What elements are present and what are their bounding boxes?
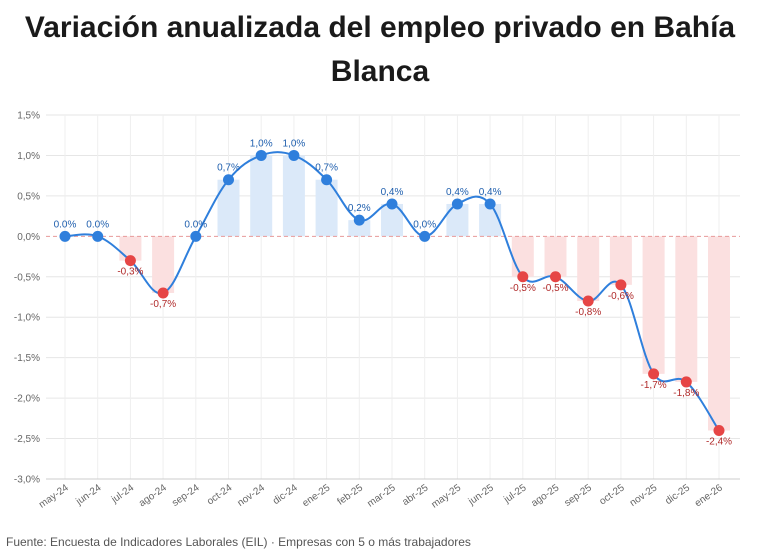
y-tick-label: 1,0% — [17, 151, 40, 162]
bar — [708, 236, 730, 431]
x-tick-label: dic-25 — [663, 482, 692, 507]
data-label: 0,7% — [315, 163, 338, 174]
x-tick-label: sep-24 — [170, 482, 202, 509]
data-point — [288, 149, 300, 161]
x-tick-label: sep-25 — [563, 482, 595, 509]
data-point — [321, 174, 333, 186]
data-point — [484, 198, 496, 210]
data-point — [550, 271, 561, 283]
chart-title: Variación anualizada del empleo privado … — [24, 11, 736, 88]
data-label: 0,4% — [479, 187, 502, 198]
data-label: 0,0% — [413, 219, 436, 230]
bar — [511, 236, 534, 277]
data-label: -1,8% — [673, 388, 699, 399]
x-tick-label: abr-25 — [400, 482, 430, 508]
data-point — [223, 174, 234, 186]
x-tick-label: ago-25 — [529, 482, 561, 509]
bar — [381, 203, 403, 237]
data-label: 0.0% — [54, 219, 77, 230]
x-tick-label: jun-25 — [466, 482, 496, 508]
bar — [315, 179, 338, 237]
data-point — [124, 255, 136, 267]
bar — [675, 236, 698, 382]
y-tick-label: -0,5% — [14, 272, 40, 283]
data-point — [59, 230, 71, 242]
data-label: 0,7% — [217, 163, 240, 174]
x-tick-label: mar-25 — [365, 482, 398, 509]
x-tick-label: jul-24 — [109, 482, 137, 506]
x-tick-label: ene-26 — [693, 482, 725, 509]
source-footer: Fuente: Encuesta de Indicadores Laborale… — [6, 535, 471, 549]
x-tick-label: ago-24 — [137, 482, 169, 509]
data-label: -0,8% — [575, 307, 601, 318]
bar — [348, 220, 371, 237]
x-tick-label: nov-25 — [628, 482, 660, 509]
data-label: -0,5% — [542, 283, 568, 294]
x-tick-label: may-25 — [429, 482, 463, 510]
data-label: -0,7% — [150, 299, 176, 310]
data-point — [713, 424, 725, 436]
data-label: -0,6% — [608, 291, 634, 302]
data-point — [648, 368, 660, 380]
data-label: -0,3% — [117, 267, 143, 278]
bar — [544, 236, 567, 277]
y-tick-label: -2,5% — [14, 434, 40, 445]
y-tick-label: 1,5% — [17, 111, 40, 122]
data-point — [255, 149, 267, 161]
data-label: -0,5% — [510, 283, 536, 294]
bar — [609, 236, 632, 285]
data-point — [157, 287, 169, 299]
data-point — [615, 279, 627, 291]
data-label: 0,4% — [446, 187, 469, 198]
y-tick-label: -2,0% — [14, 394, 40, 405]
bar — [577, 236, 600, 302]
x-tick-label: ene-25 — [301, 482, 333, 509]
x-tick-label: oct-24 — [205, 482, 234, 507]
data-point — [582, 295, 594, 307]
data-point — [353, 214, 365, 226]
x-tick-label: dic-24 — [271, 482, 300, 507]
bar — [446, 203, 469, 237]
x-tick-label: nov-24 — [236, 482, 268, 509]
x-tick-label: may-24 — [37, 482, 71, 510]
bar — [217, 179, 240, 237]
y-tick-label: -1,0% — [14, 313, 40, 324]
bar — [250, 155, 273, 237]
data-point — [419, 230, 431, 242]
data-label: 1,0% — [283, 138, 306, 149]
data-label: 0.0% — [184, 219, 207, 230]
data-label: 1,0% — [250, 138, 273, 149]
data-point — [451, 198, 463, 210]
x-tick-label: oct-25 — [598, 482, 627, 507]
y-tick-label: -3,0% — [14, 475, 40, 486]
data-label: 0,4% — [381, 187, 404, 198]
x-tick-label: jul-25 — [501, 482, 529, 506]
data-point — [386, 198, 398, 210]
data-label: -2,4% — [706, 436, 732, 447]
data-point — [680, 376, 692, 388]
y-tick-label: -1,5% — [14, 353, 40, 364]
bar — [642, 236, 665, 374]
y-tick-label: 0,0% — [17, 232, 40, 243]
data-point — [92, 230, 104, 242]
data-label: -1,7% — [641, 380, 667, 391]
y-tick-label: 0,5% — [17, 191, 40, 202]
data-point — [190, 230, 202, 242]
x-tick-label: jun-24 — [74, 482, 104, 508]
data-label: 0.0% — [86, 219, 109, 230]
x-tick-label: feb-25 — [335, 482, 365, 508]
data-label: 0,2% — [348, 203, 371, 214]
data-point — [517, 271, 529, 283]
bar — [282, 155, 305, 237]
bar — [152, 236, 175, 293]
